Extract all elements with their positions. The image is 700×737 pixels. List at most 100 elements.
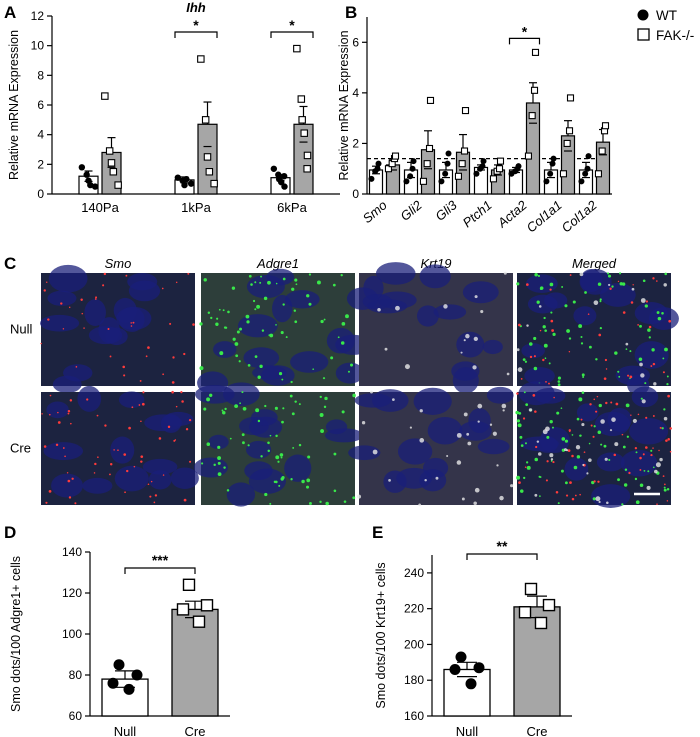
green-signal bbox=[537, 274, 541, 278]
nucleus bbox=[580, 269, 603, 292]
red-signal bbox=[652, 447, 654, 449]
green-signal bbox=[629, 350, 632, 353]
red-signal bbox=[598, 333, 602, 337]
nucleus bbox=[348, 445, 381, 461]
x-tick-label: 6kPa bbox=[277, 200, 307, 215]
red-signal bbox=[583, 451, 586, 453]
green-signal bbox=[260, 455, 263, 458]
micrograph-tile bbox=[197, 268, 372, 395]
point-fak bbox=[210, 179, 218, 188]
red-signal bbox=[526, 283, 529, 286]
green-signal bbox=[232, 337, 236, 341]
green-signal bbox=[275, 434, 278, 438]
red-signal bbox=[69, 399, 73, 402]
red-signal bbox=[652, 277, 655, 280]
point-wt bbox=[515, 163, 522, 170]
green-signal bbox=[242, 406, 247, 411]
nucleus bbox=[607, 407, 632, 432]
chart-a: 0 2 4 6 8 10 12 Relative mRNA Expression Ihh 140P… bbox=[7, 0, 340, 215]
red-signal bbox=[175, 281, 178, 284]
point-cre bbox=[192, 615, 206, 628]
green-signal bbox=[322, 377, 326, 380]
green-signal bbox=[544, 357, 547, 360]
krt19-signal bbox=[419, 409, 423, 413]
nucleus bbox=[226, 482, 256, 507]
point-wt bbox=[409, 165, 416, 172]
red-signal bbox=[648, 325, 652, 329]
point-null bbox=[131, 669, 143, 681]
red-signal bbox=[621, 433, 624, 436]
red-signal bbox=[669, 450, 672, 453]
red-signal bbox=[40, 342, 42, 345]
y-tick-label: 0 bbox=[352, 187, 359, 201]
x-tick-label: Gli3 bbox=[432, 197, 460, 224]
red-signal bbox=[74, 502, 77, 505]
red-signal bbox=[162, 373, 165, 376]
green-signal bbox=[275, 455, 280, 460]
bar-cre bbox=[171, 608, 219, 717]
red-signal bbox=[139, 380, 142, 382]
nucleus bbox=[482, 339, 503, 355]
green-signal bbox=[644, 382, 647, 385]
legend-wt-label: WT bbox=[656, 8, 677, 23]
green-signal bbox=[663, 488, 667, 492]
nucleus bbox=[486, 386, 514, 404]
point-wt bbox=[78, 164, 86, 171]
red-signal bbox=[94, 462, 97, 466]
nucleus bbox=[252, 365, 287, 381]
green-signal bbox=[533, 336, 537, 341]
krt19-signal bbox=[639, 362, 643, 367]
green-signal bbox=[625, 348, 628, 351]
point-fak bbox=[201, 116, 210, 124]
red-signal bbox=[545, 479, 548, 482]
krt19-signal bbox=[467, 441, 472, 446]
green-signal bbox=[666, 383, 669, 386]
point-wt bbox=[582, 170, 589, 177]
red-signal bbox=[185, 428, 189, 431]
red-signal bbox=[83, 327, 85, 329]
red-signal bbox=[141, 402, 145, 406]
red-signal bbox=[154, 494, 158, 497]
green-signal bbox=[330, 356, 334, 360]
y-tick-label: 220 bbox=[404, 602, 424, 616]
nucleus bbox=[114, 465, 149, 492]
green-signal bbox=[308, 273, 312, 276]
point-cre bbox=[176, 603, 190, 616]
panel-label-e: E bbox=[372, 523, 383, 542]
green-signal bbox=[293, 309, 297, 312]
nucleus bbox=[629, 418, 669, 445]
point-fak bbox=[105, 147, 114, 155]
micrograph-tile bbox=[346, 262, 513, 394]
point-fak bbox=[425, 144, 434, 153]
y-tick-label: 120 bbox=[62, 586, 82, 600]
point-wt bbox=[473, 170, 480, 177]
green-signal bbox=[267, 441, 270, 445]
green-signal bbox=[552, 332, 556, 337]
nucleus bbox=[251, 409, 278, 426]
red-signal bbox=[102, 284, 105, 287]
x-tick-label: Null bbox=[456, 724, 479, 737]
green-signal bbox=[234, 404, 239, 409]
green-signal bbox=[239, 327, 242, 331]
red-signal bbox=[550, 319, 554, 323]
krt19-signal bbox=[501, 403, 507, 409]
green-signal bbox=[294, 278, 298, 282]
nucleus bbox=[48, 264, 88, 293]
green-signal bbox=[543, 343, 548, 348]
red-signal bbox=[532, 394, 536, 397]
red-signal bbox=[107, 328, 110, 331]
red-signal bbox=[592, 435, 595, 438]
green-signal bbox=[657, 316, 662, 321]
green-signal bbox=[267, 280, 271, 285]
red-signal bbox=[546, 460, 549, 463]
green-signal bbox=[651, 348, 655, 352]
point-fak bbox=[205, 168, 214, 176]
nucleus bbox=[47, 290, 77, 306]
point-fak bbox=[303, 165, 311, 173]
red-signal bbox=[130, 325, 133, 327]
column-header: Smo bbox=[105, 256, 132, 271]
green-signal bbox=[619, 282, 623, 286]
y-tick-label: 10 bbox=[31, 39, 45, 53]
green-signal bbox=[626, 435, 629, 438]
point-wt bbox=[445, 150, 452, 157]
